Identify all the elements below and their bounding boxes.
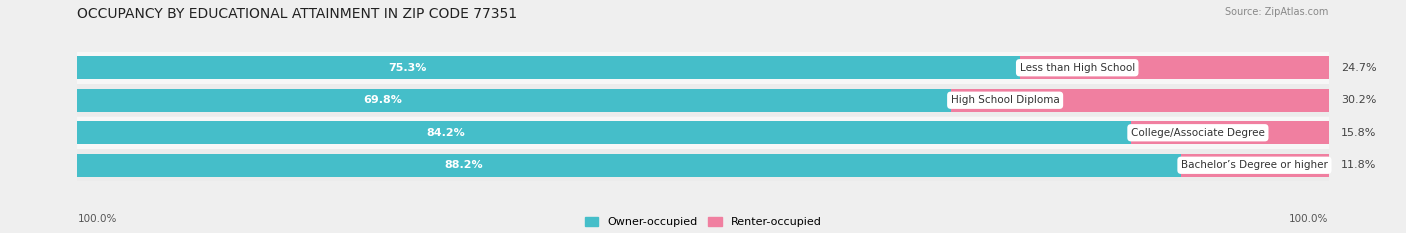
Text: 24.7%: 24.7% [1341,63,1376,73]
Text: High School Diploma: High School Diploma [950,95,1060,105]
Text: 30.2%: 30.2% [1341,95,1376,105]
Bar [77,85,1329,116]
Text: 15.8%: 15.8% [1341,128,1376,138]
Legend: Owner-occupied, Renter-occupied: Owner-occupied, Renter-occupied [585,217,821,227]
Text: 100.0%: 100.0% [1289,214,1329,224]
Text: 84.2%: 84.2% [427,128,465,138]
Text: 69.8%: 69.8% [364,95,402,105]
Bar [77,150,1329,181]
Text: Source: ZipAtlas.com: Source: ZipAtlas.com [1225,7,1329,17]
Text: OCCUPANCY BY EDUCATIONAL ATTAINMENT IN ZIP CODE 77351: OCCUPANCY BY EDUCATIONAL ATTAINMENT IN Z… [77,7,517,21]
Text: 100.0%: 100.0% [77,214,117,224]
Bar [950,89,1329,112]
Bar [77,121,1130,144]
Text: 75.3%: 75.3% [388,63,426,73]
Bar [1019,56,1329,79]
Bar [1130,121,1329,144]
Text: 88.2%: 88.2% [444,160,482,170]
Text: Bachelor’s Degree or higher: Bachelor’s Degree or higher [1181,160,1327,170]
Bar [77,56,1019,79]
Bar [77,52,1329,83]
Bar [1181,154,1329,177]
Bar [77,117,1329,148]
Text: College/Associate Degree: College/Associate Degree [1130,128,1265,138]
Bar [77,89,950,112]
Text: 11.8%: 11.8% [1341,160,1376,170]
Bar [77,154,1181,177]
Text: Less than High School: Less than High School [1019,63,1135,73]
